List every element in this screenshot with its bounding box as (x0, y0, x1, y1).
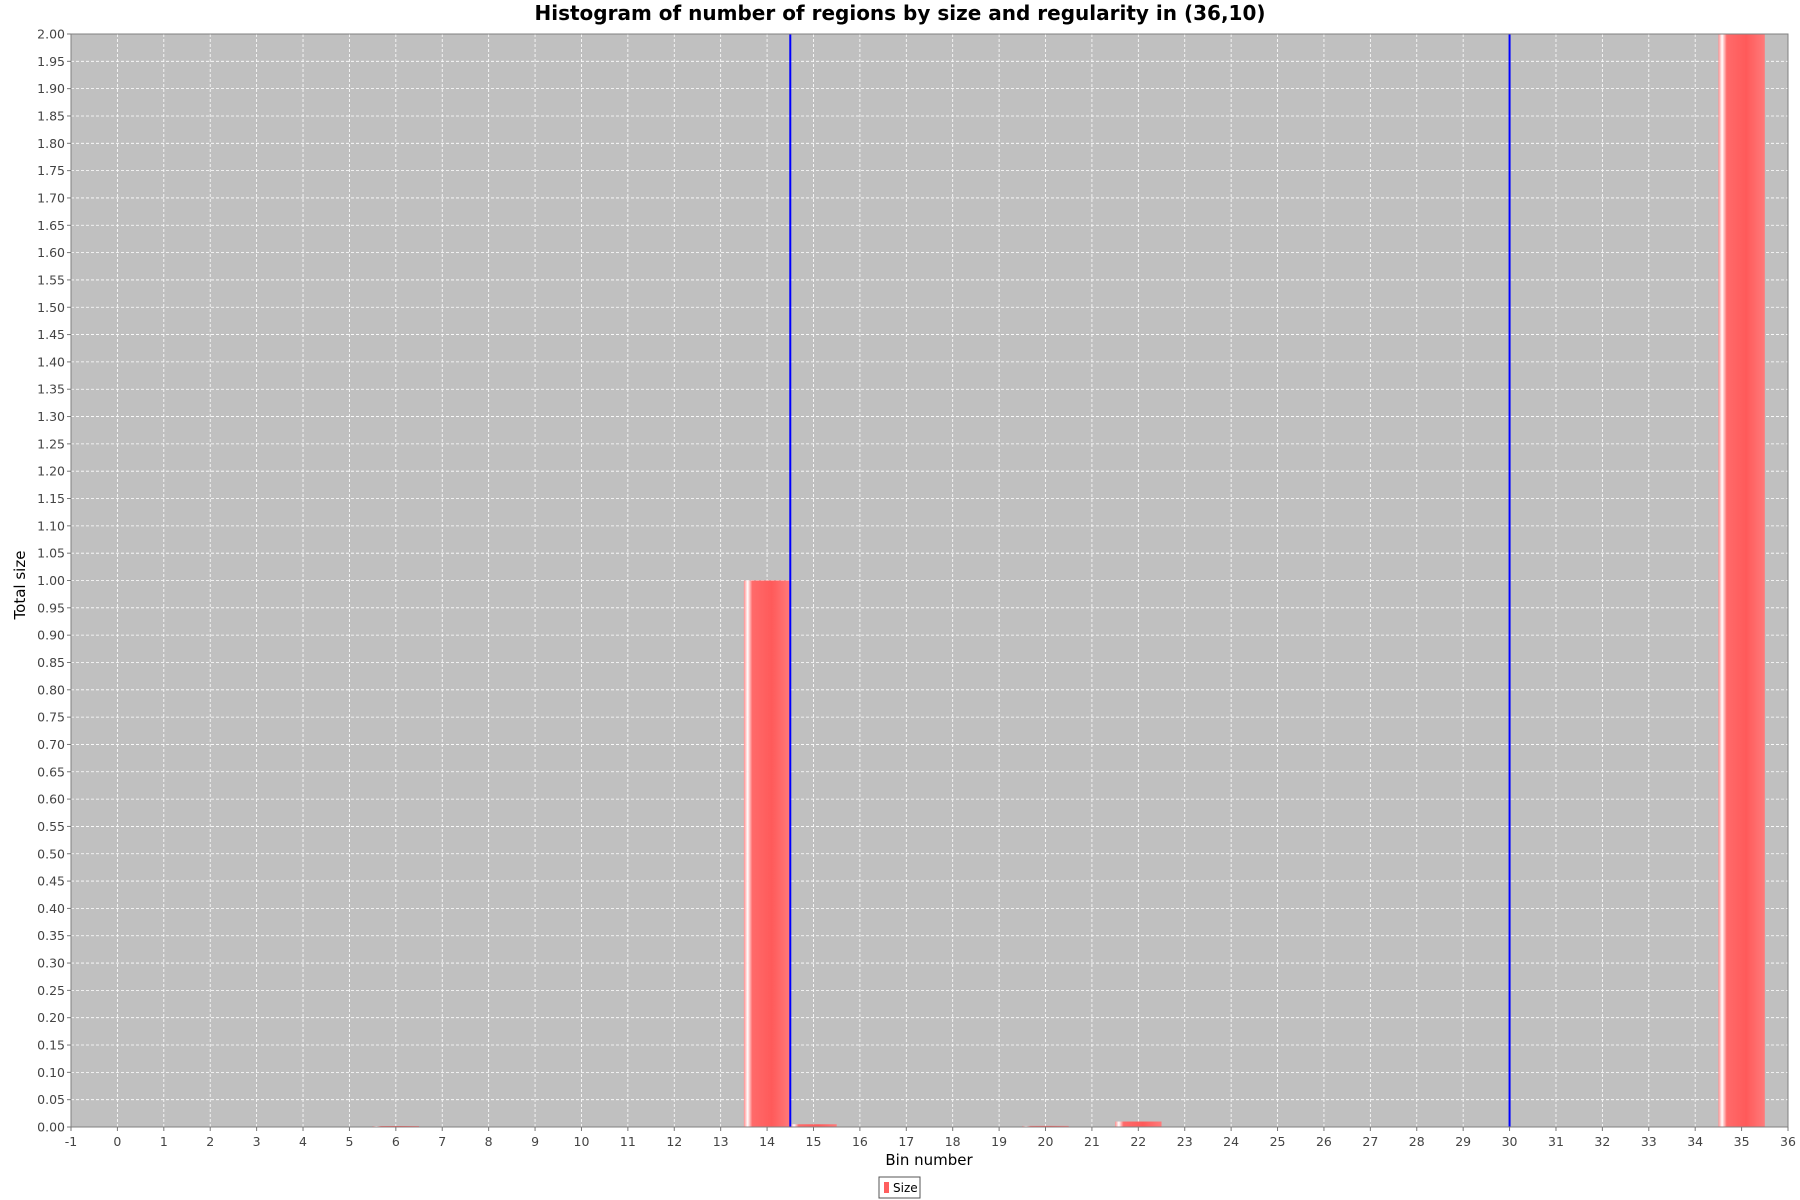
y-tick-label: 1.45 (37, 327, 65, 342)
x-tick-label: 31 (1548, 1134, 1564, 1149)
y-tick-label: 0.40 (37, 901, 65, 916)
y-tick-label: 0.60 (37, 792, 65, 807)
bar-15 (790, 1124, 837, 1127)
chart-title: Histogram of number of regions by size a… (534, 1, 1265, 25)
y-tick-label: 1.00 (37, 573, 65, 588)
y-tick-label: 1.35 (37, 382, 65, 397)
y-tick-label: 0.90 (37, 628, 65, 643)
y-tick-label: 1.30 (37, 409, 65, 424)
y-tick-label: 1.65 (37, 218, 65, 233)
y-tick-label: 0.20 (37, 1010, 65, 1025)
y-tick-label: 0.55 (37, 819, 65, 834)
x-tick-label: 1 (160, 1134, 168, 1149)
y-tick-label: 1.60 (37, 245, 65, 260)
x-tick-label: 21 (1084, 1134, 1100, 1149)
y-tick-label: 1.55 (37, 272, 65, 287)
x-tick-label: 13 (713, 1134, 729, 1149)
y-tick-label: 0.15 (37, 1038, 65, 1053)
y-axis-ticks: 0.00 0.05 0.10 0.15 0.20 0.25 0.30 0.35 0.40 0.45… (37, 27, 71, 1135)
x-tick-label: 35 (1734, 1134, 1750, 1149)
y-tick-label: 1.85 (37, 108, 65, 123)
x-tick-label: 27 (1362, 1134, 1378, 1149)
x-tick-label: 36 (1780, 1134, 1796, 1149)
legend-box (878, 1176, 921, 1199)
x-tick-label: 19 (991, 1134, 1007, 1149)
y-tick-label: 1.25 (37, 436, 65, 451)
y-tick-label: 1.10 (37, 518, 65, 533)
y-tick-label: 1.40 (37, 354, 65, 369)
x-tick-label: 8 (485, 1134, 493, 1149)
x-tick-label: 12 (666, 1134, 682, 1149)
y-tick-label: 1.70 (37, 190, 65, 205)
x-tick-label: 18 (945, 1134, 961, 1149)
x-axis-label: Bin number (885, 1151, 973, 1169)
y-tick-label: 0.10 (37, 1065, 65, 1080)
x-tick-label: 28 (1409, 1134, 1425, 1149)
y-tick-label: 0.30 (37, 956, 65, 971)
y-tick-label: 0.70 (37, 737, 65, 752)
x-tick-label: 16 (852, 1134, 868, 1149)
y-tick-label: 0.50 (37, 846, 65, 861)
x-tick-label: -1 (65, 1134, 77, 1149)
y-tick-label: 0.80 (37, 682, 65, 697)
legend-label-size: Size (893, 1181, 918, 1195)
x-tick-label: 0 (113, 1134, 121, 1149)
y-tick-label: 0.35 (37, 928, 65, 943)
x-tick-label: 26 (1316, 1134, 1332, 1149)
y-tick-label: 1.15 (37, 491, 65, 506)
y-axis-label: Total size (11, 551, 29, 621)
y-tick-label: 1.80 (37, 136, 65, 151)
x-tick-label: 3 (253, 1134, 261, 1149)
x-tick-label: 33 (1641, 1134, 1657, 1149)
y-tick-label: 1.50 (37, 300, 65, 315)
bar-20 (1022, 1125, 1069, 1127)
bars (372, 34, 1765, 1127)
legend: Size (878, 1176, 921, 1199)
grid (71, 34, 1788, 1127)
y-tick-label: 1.05 (37, 546, 65, 561)
y-tick-label: 0.05 (37, 1092, 65, 1107)
x-tick-label: 34 (1687, 1134, 1703, 1149)
x-tick-label: 14 (759, 1134, 775, 1149)
x-tick-label: 4 (299, 1134, 307, 1149)
y-tick-label: 2.00 (37, 27, 65, 42)
x-tick-label: 29 (1455, 1134, 1471, 1149)
x-tick-label: 22 (1130, 1134, 1146, 1149)
x-tick-label: 25 (1270, 1134, 1286, 1149)
x-tick-label: 30 (1502, 1134, 1518, 1149)
x-tick-label: 7 (438, 1134, 446, 1149)
y-tick-label: 0.75 (37, 710, 65, 725)
x-axis-ticks: -1 0 1 2 3 4 5 6 7 8 9 10 11 12 13 14 15 16 17 18 19 20 21 22 23… (65, 1127, 1796, 1149)
y-tick-label: 0.95 (37, 600, 65, 615)
bar-35 (1718, 34, 1765, 1127)
y-tick-label: 1.20 (37, 464, 65, 479)
y-tick-label: 0.85 (37, 655, 65, 670)
x-tick-label: 32 (1594, 1134, 1610, 1149)
legend-swatch (884, 1182, 889, 1193)
y-tick-label: 0.00 (37, 1120, 65, 1135)
y-tick-label: 0.45 (37, 874, 65, 889)
y-tick-label: 0.25 (37, 983, 65, 998)
x-tick-label: 15 (806, 1134, 822, 1149)
y-tick-label: 0.65 (37, 764, 65, 779)
x-tick-label: 5 (345, 1134, 353, 1149)
y-tick-label: 1.95 (37, 54, 65, 69)
y-tick-label: 1.75 (37, 163, 65, 178)
x-tick-label: 2 (206, 1134, 214, 1149)
x-tick-label: 17 (898, 1134, 914, 1149)
x-tick-label: 23 (1177, 1134, 1193, 1149)
marker-lines (789, 34, 1511, 1127)
bar-22 (1115, 1121, 1162, 1127)
x-tick-label: 6 (392, 1134, 400, 1149)
x-tick-label: 9 (531, 1134, 539, 1149)
x-tick-label: 20 (1038, 1134, 1054, 1149)
x-tick-label: 11 (620, 1134, 636, 1149)
bar-14 (743, 580, 791, 1127)
x-tick-label: 10 (574, 1134, 590, 1149)
x-tick-label: 24 (1223, 1134, 1239, 1149)
y-tick-label: 1.90 (37, 81, 65, 96)
